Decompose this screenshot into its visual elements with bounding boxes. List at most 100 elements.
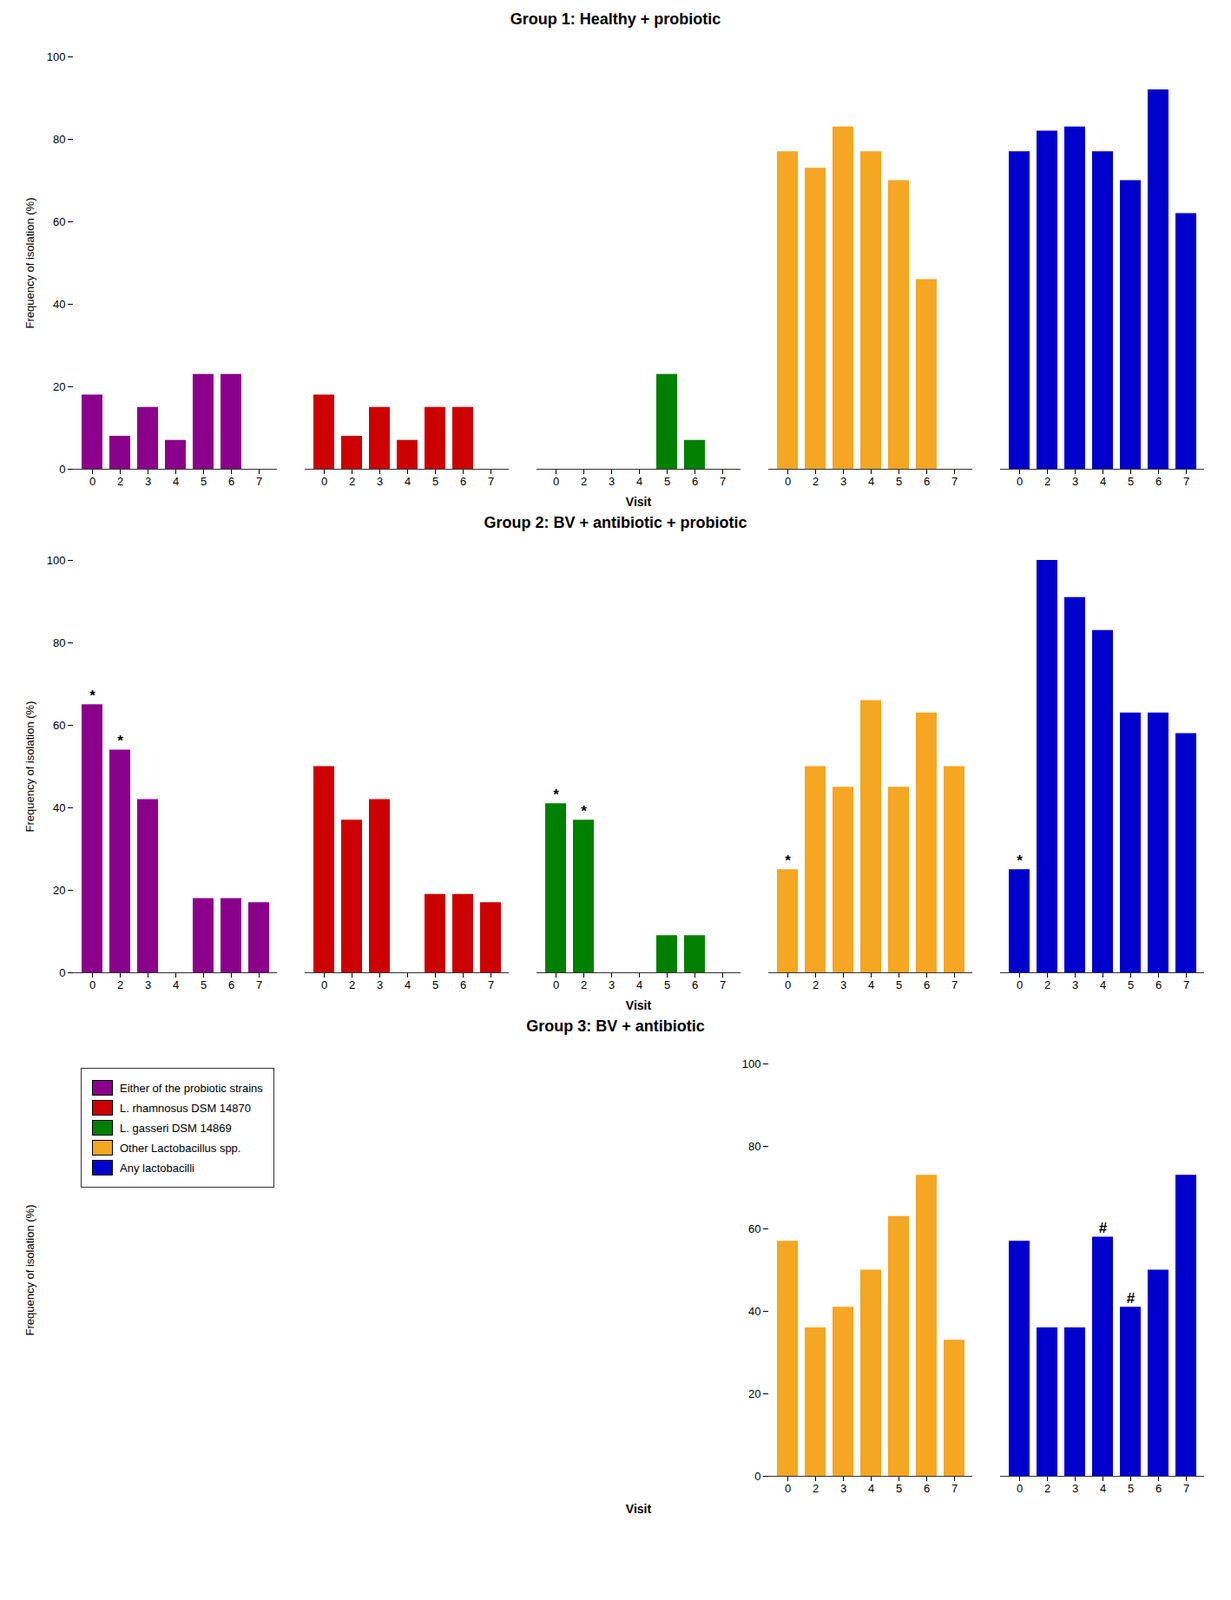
svg-text:5: 5 xyxy=(200,474,207,488)
svg-text:*: * xyxy=(1016,852,1023,869)
svg-text:0: 0 xyxy=(784,978,791,992)
svg-text:3: 3 xyxy=(840,978,847,992)
svg-text:2: 2 xyxy=(117,474,124,488)
svg-text:2: 2 xyxy=(580,978,587,992)
svg-text:2: 2 xyxy=(580,474,587,488)
svg-text:6: 6 xyxy=(460,474,467,488)
svg-text:3: 3 xyxy=(144,474,152,488)
svg-text:4: 4 xyxy=(868,1481,875,1495)
svg-text:2: 2 xyxy=(1044,474,1051,488)
svg-text:Frequency of isolation (%): Frequency of isolation (%) xyxy=(23,197,37,329)
svg-text:0: 0 xyxy=(89,474,96,488)
svg-text:0: 0 xyxy=(321,474,328,488)
svg-text:4: 4 xyxy=(172,978,179,992)
svg-text:6: 6 xyxy=(228,474,235,488)
svg-text:6: 6 xyxy=(691,978,698,992)
svg-text:80: 80 xyxy=(52,636,66,650)
svg-text:0: 0 xyxy=(1016,1481,1023,1495)
svg-text:5: 5 xyxy=(895,474,902,488)
svg-text:100: 100 xyxy=(46,553,66,567)
svg-text:5: 5 xyxy=(432,978,439,992)
svg-text:7: 7 xyxy=(487,474,494,488)
svg-text:0: 0 xyxy=(1016,978,1023,992)
svg-text:7: 7 xyxy=(951,474,958,488)
svg-text:6: 6 xyxy=(923,474,930,488)
svg-text:0: 0 xyxy=(552,474,560,488)
svg-text:6: 6 xyxy=(1155,1481,1162,1495)
svg-text:20: 20 xyxy=(748,1387,761,1401)
svg-text:100: 100 xyxy=(742,1057,762,1071)
svg-text:0: 0 xyxy=(89,978,96,992)
svg-text:80: 80 xyxy=(748,1139,761,1153)
svg-text:5: 5 xyxy=(664,474,671,488)
svg-text:2: 2 xyxy=(348,978,356,992)
svg-text:7: 7 xyxy=(1183,978,1190,992)
svg-text:3: 3 xyxy=(608,474,615,488)
svg-text:7: 7 xyxy=(256,474,263,488)
svg-text:6: 6 xyxy=(1155,978,1162,992)
svg-text:3: 3 xyxy=(376,474,383,488)
svg-text:*: * xyxy=(580,803,587,820)
svg-text:5: 5 xyxy=(895,978,902,992)
svg-text:5: 5 xyxy=(895,1481,902,1495)
svg-text:#: # xyxy=(1126,1290,1136,1307)
svg-text:2: 2 xyxy=(1044,1481,1051,1495)
svg-text:7: 7 xyxy=(719,978,726,992)
svg-text:80: 80 xyxy=(52,132,66,146)
svg-text:3: 3 xyxy=(1072,474,1079,488)
svg-text:0: 0 xyxy=(321,978,328,992)
svg-text:4: 4 xyxy=(404,978,411,992)
svg-text:5: 5 xyxy=(1127,978,1134,992)
svg-text:60: 60 xyxy=(52,718,66,732)
svg-text:*: * xyxy=(89,687,96,705)
svg-text:*: * xyxy=(552,786,560,804)
svg-text:0: 0 xyxy=(784,474,791,488)
svg-text:20: 20 xyxy=(52,380,66,394)
svg-text:*: * xyxy=(117,732,124,750)
svg-text:6: 6 xyxy=(923,978,930,992)
svg-text:40: 40 xyxy=(52,297,66,311)
svg-text:40: 40 xyxy=(748,1304,761,1318)
svg-text:#: # xyxy=(1099,1219,1108,1237)
svg-text:5: 5 xyxy=(432,474,439,488)
svg-text:3: 3 xyxy=(144,978,152,992)
svg-text:2: 2 xyxy=(348,474,356,488)
svg-text:40: 40 xyxy=(52,801,66,815)
svg-text:0: 0 xyxy=(59,966,66,980)
svg-text:4: 4 xyxy=(172,474,179,488)
svg-text:7: 7 xyxy=(719,474,726,488)
svg-text:5: 5 xyxy=(1127,1481,1134,1495)
svg-text:6: 6 xyxy=(1155,474,1162,488)
svg-text:3: 3 xyxy=(608,978,615,992)
svg-text:2: 2 xyxy=(117,978,124,992)
svg-text:Frequency of isolation (%): Frequency of isolation (%) xyxy=(23,1204,37,1336)
svg-text:2: 2 xyxy=(812,978,819,992)
svg-text:7: 7 xyxy=(1183,474,1190,488)
svg-text:6: 6 xyxy=(460,978,467,992)
svg-text:0: 0 xyxy=(59,462,66,476)
svg-text:4: 4 xyxy=(636,474,643,488)
svg-text:3: 3 xyxy=(840,1481,847,1495)
svg-text:Frequency of isolation (%): Frequency of isolation (%) xyxy=(23,700,37,832)
svg-text:3: 3 xyxy=(1072,978,1079,992)
svg-text:4: 4 xyxy=(1099,474,1106,488)
svg-text:0: 0 xyxy=(784,1481,791,1495)
svg-text:3: 3 xyxy=(376,978,383,992)
svg-text:7: 7 xyxy=(951,978,958,992)
svg-text:6: 6 xyxy=(228,978,235,992)
svg-text:0: 0 xyxy=(754,1469,761,1483)
svg-text:6: 6 xyxy=(691,474,698,488)
svg-text:0: 0 xyxy=(1016,474,1023,488)
svg-text:7: 7 xyxy=(256,978,263,992)
svg-text:4: 4 xyxy=(868,474,875,488)
svg-text:2: 2 xyxy=(1044,978,1051,992)
svg-text:4: 4 xyxy=(636,978,643,992)
svg-text:4: 4 xyxy=(1099,1481,1106,1495)
svg-text:5: 5 xyxy=(200,978,207,992)
svg-text:2: 2 xyxy=(812,474,819,488)
svg-text:100: 100 xyxy=(46,50,66,64)
svg-text:2: 2 xyxy=(812,1481,819,1495)
svg-text:3: 3 xyxy=(840,474,847,488)
svg-text:6: 6 xyxy=(923,1481,930,1495)
svg-text:0: 0 xyxy=(552,978,560,992)
